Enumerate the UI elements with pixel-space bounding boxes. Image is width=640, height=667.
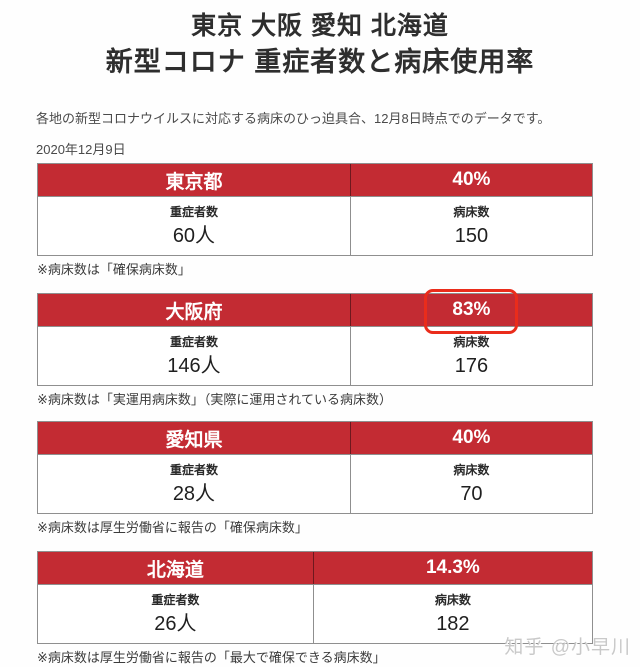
severe-cases-cell: 重症者数 26人 — [38, 585, 313, 643]
page-title: 東京 大阪 愛知 北海道 新型コロナ 重症者数と病床使用率 — [0, 9, 640, 81]
table-aichi: 愛知県 40% 重症者数 28人 病床数 70 ※病床数は厚生労働省に報告の「確… — [37, 421, 593, 536]
title-line-2: 新型コロナ 重症者数と病床使用率 — [105, 47, 535, 77]
beds-cell: 病床数 176 — [349, 327, 592, 385]
table-osaka: 大阪府 83% 重症者数 146人 病床数 176 ※病床 — [37, 289, 593, 408]
severe-cases-value: 28人 — [172, 483, 216, 505]
beds-label: 病床数 — [434, 593, 471, 607]
severe-cases-cell: 重症者数 146人 — [38, 327, 350, 385]
prefecture-table: 北海道 14.3% 重症者数 26人 病床数 182 — [37, 551, 593, 644]
bed-usage-rate: 40% — [349, 164, 592, 196]
beds-label: 病床数 — [453, 205, 490, 219]
table-header-row: 東京都 40% — [38, 164, 592, 197]
table-footnote: ※病床数は厚生労働省に報告の「最大で確保できる病床数」 — [37, 650, 386, 665]
region-name: 東京都 — [165, 171, 223, 193]
severe-cases-label: 重症者数 — [169, 335, 218, 349]
table-body-row: 重症者数 26人 病床数 182 — [38, 585, 592, 643]
beds-cell: 病床数 150 — [349, 197, 592, 255]
region-name: 大阪府 — [165, 301, 223, 323]
severe-cases-cell: 重症者数 28人 — [38, 455, 350, 513]
bed-usage-rate: 83% — [349, 289, 592, 334]
rate-value: 40% — [452, 169, 491, 190]
severe-cases-value: 146人 — [167, 355, 221, 377]
region-name: 北海道 — [146, 559, 204, 581]
severe-cases-label: 重症者数 — [151, 593, 200, 607]
beds-value: 176 — [454, 355, 489, 377]
title-line-1: 東京 大阪 愛知 北海道 — [191, 12, 449, 40]
table-body-row: 重症者数 146人 病床数 176 — [38, 327, 592, 385]
severe-cases-value: 26人 — [154, 613, 197, 635]
table-header-row: 北海道 14.3% — [38, 552, 592, 585]
bed-usage-rate: 14.3% — [312, 552, 592, 584]
beds-cell: 病床数 182 — [312, 585, 592, 643]
date-label: 2020年12月9日 — [36, 142, 126, 157]
zhihu-watermark: 知乎 @小早川 — [504, 637, 631, 658]
table-footnote: ※病床数は「確保病床数」 — [37, 262, 191, 277]
table-hokkaido: 北海道 14.3% 重症者数 26人 病床数 182 ※病床数は厚生労働省に報告… — [37, 551, 593, 666]
prefecture-table: 愛知県 40% 重症者数 28人 病床数 70 — [37, 421, 593, 514]
table-body-row: 重症者数 28人 病床数 70 — [38, 455, 592, 513]
table-footnote: ※病床数は「実運用病床数」（実際に運用されている病床数） — [37, 392, 393, 407]
severe-cases-label: 重症者数 — [169, 463, 218, 477]
rate-value: 14.3% — [425, 557, 480, 578]
table-header-row: 愛知県 40% — [38, 422, 592, 455]
beds-value: 150 — [454, 225, 489, 247]
rate-value: 83% — [452, 299, 491, 320]
severe-cases-cell: 重症者数 60人 — [38, 197, 350, 255]
subtitle: 各地の新型コロナウイルスに対応する病床のひっ迫具合、12月8日時点でのデータです… — [36, 111, 551, 126]
beds-value: 182 — [436, 613, 470, 635]
prefecture-table: 大阪府 83% 重症者数 146人 病床数 176 — [37, 289, 593, 386]
table-tokyo: 東京都 40% 重症者数 60人 病床数 150 ※病床数は「確保病床数」 — [37, 163, 593, 278]
region-name: 愛知県 — [165, 429, 223, 451]
table-header-row: 大阪府 83% — [38, 289, 592, 334]
beds-value: 70 — [460, 483, 483, 505]
prefecture-table: 東京都 40% 重症者数 60人 病床数 150 — [37, 163, 593, 256]
beds-label: 病床数 — [453, 463, 490, 477]
beds-cell: 病床数 70 — [349, 455, 592, 513]
severe-cases-label: 重症者数 — [169, 205, 218, 219]
rate-value: 40% — [452, 427, 491, 448]
beds-label: 病床数 — [453, 335, 490, 349]
table-body-row: 重症者数 60人 病床数 150 — [38, 197, 592, 255]
table-footnote: ※病床数は厚生労働省に報告の「確保病床数」 — [37, 520, 308, 535]
bed-usage-rate: 40% — [349, 422, 592, 454]
severe-cases-value: 60人 — [172, 225, 216, 247]
